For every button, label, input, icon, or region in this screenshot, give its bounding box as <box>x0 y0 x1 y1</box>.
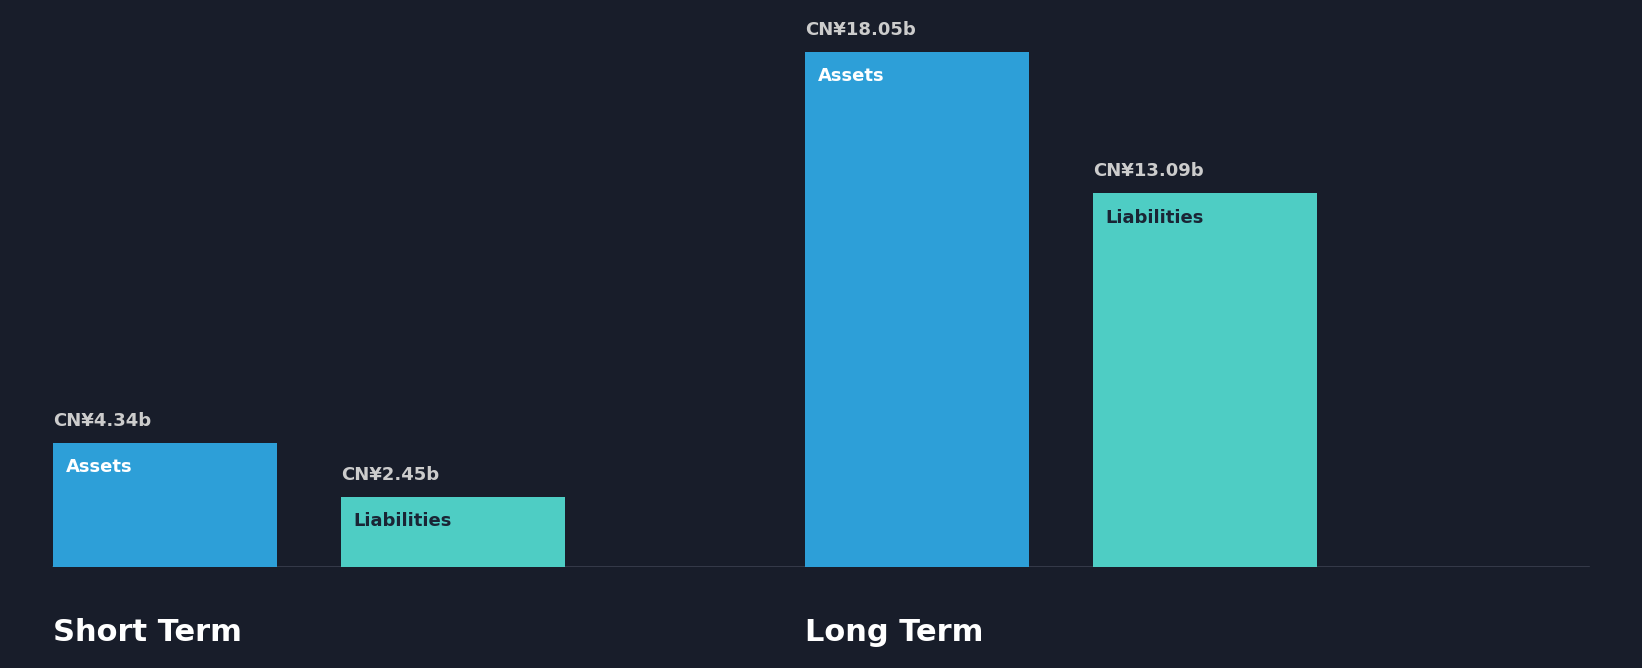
FancyBboxPatch shape <box>342 497 565 566</box>
Text: CN¥13.09b: CN¥13.09b <box>1094 162 1204 180</box>
Text: Liabilities: Liabilities <box>353 512 452 530</box>
Text: CN¥2.45b: CN¥2.45b <box>342 466 438 484</box>
Text: Short Term: Short Term <box>53 619 241 647</box>
Text: Liabilities: Liabilities <box>1105 208 1204 226</box>
Text: Assets: Assets <box>66 458 133 476</box>
FancyBboxPatch shape <box>53 443 277 566</box>
Text: Assets: Assets <box>818 67 885 85</box>
FancyBboxPatch shape <box>805 51 1030 566</box>
FancyBboxPatch shape <box>1094 193 1317 566</box>
Text: Long Term: Long Term <box>805 619 984 647</box>
Text: CN¥18.05b: CN¥18.05b <box>805 21 916 39</box>
Text: CN¥4.34b: CN¥4.34b <box>53 412 151 430</box>
